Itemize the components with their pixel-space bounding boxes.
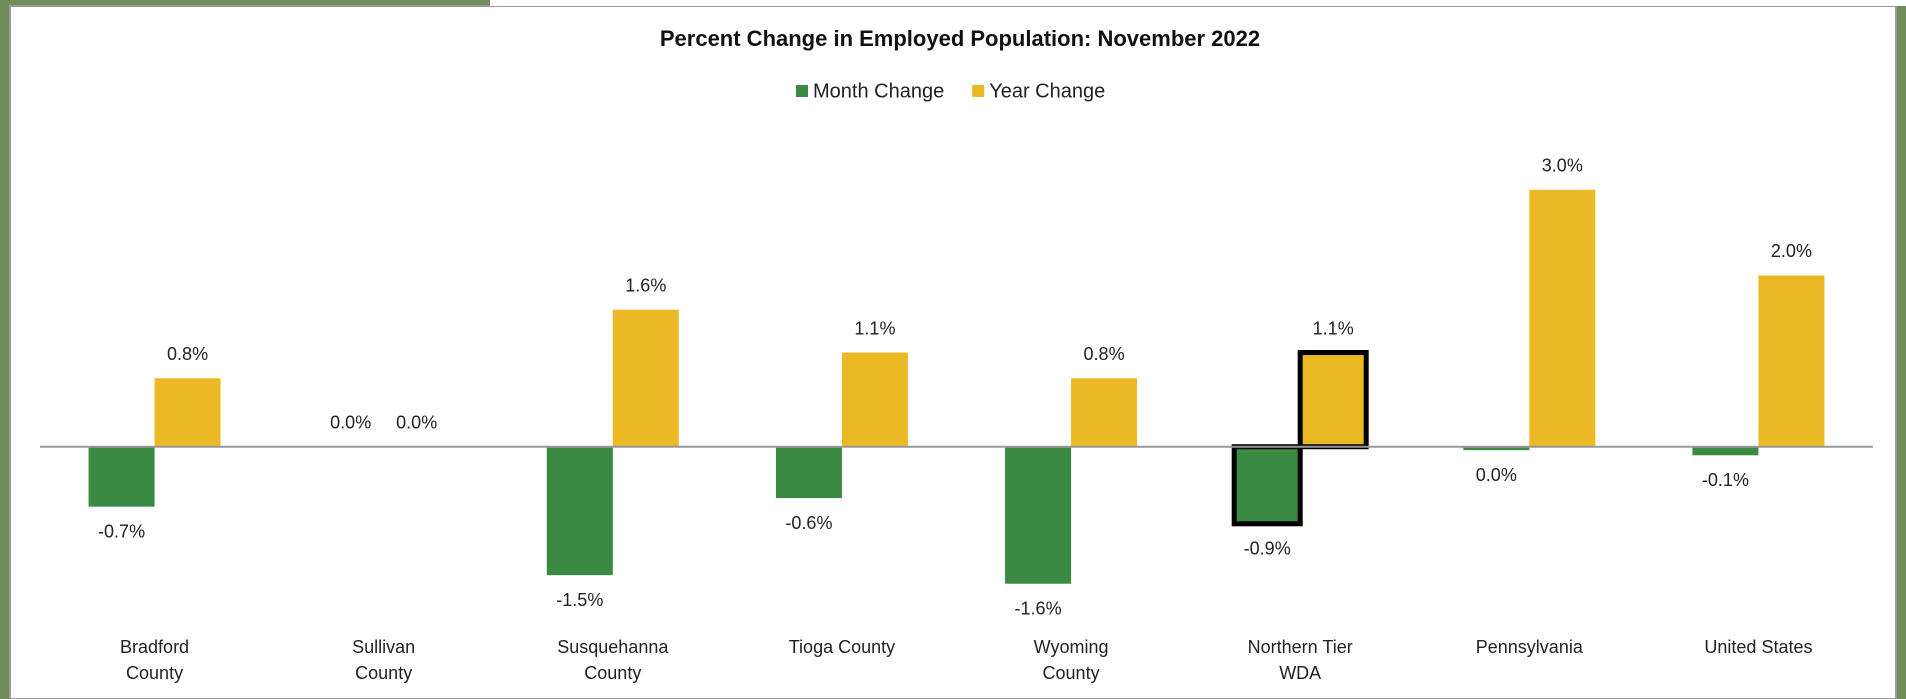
bar xyxy=(1231,444,1303,527)
legend: Month Change Year Change xyxy=(796,80,1105,102)
x-tick-container: Bradford County xyxy=(120,637,190,683)
x-tick-label: Sullivan County xyxy=(352,637,416,683)
bar xyxy=(154,378,221,447)
data-label: -0.1% xyxy=(1702,470,1749,490)
x-tick-label: Bradford County xyxy=(120,637,190,683)
x-tick-label: Pennsylvania xyxy=(1475,637,1583,657)
x-tick-container: United States xyxy=(1704,637,1813,657)
bar xyxy=(1005,446,1072,584)
data-label: 0.8% xyxy=(167,344,208,364)
legend-label: Year Change xyxy=(989,80,1105,102)
x-tick-label: Susquehanna County xyxy=(557,637,669,683)
data-label: 0.0% xyxy=(330,412,371,432)
x-tick-container: Wyoming County xyxy=(1033,637,1109,683)
frame-top xyxy=(490,0,1906,6)
data-label: 0.0% xyxy=(1476,465,1517,485)
bar xyxy=(1692,446,1759,456)
x-tick-container: Tioga County xyxy=(788,637,896,657)
bar xyxy=(88,446,155,507)
legend-label: Month Change xyxy=(813,80,944,102)
bar xyxy=(775,446,842,499)
data-label: 0.0% xyxy=(396,412,437,432)
legend-swatch xyxy=(972,85,985,97)
x-tick-label: United States xyxy=(1704,637,1813,657)
bar xyxy=(612,309,679,447)
data-label: -0.9% xyxy=(1244,539,1291,559)
x-tick-label: Northern Tier WDA xyxy=(1247,637,1353,683)
data-label: 3.0% xyxy=(1542,156,1583,176)
data-label: -1.5% xyxy=(556,590,603,610)
data-label: -0.6% xyxy=(785,513,832,533)
bar xyxy=(546,446,613,576)
plot-frame xyxy=(9,5,1897,699)
x-tick-container: Susquehanna County xyxy=(557,637,669,683)
bar xyxy=(1463,446,1530,451)
data-label: 1.6% xyxy=(625,275,666,295)
bar xyxy=(841,352,908,447)
x-tick-label: Wyoming County xyxy=(1033,637,1109,683)
chart-title: Percent Change in Employed Population: N… xyxy=(660,26,1260,51)
x-tick-container: Pennsylvania xyxy=(1475,637,1583,657)
bar xyxy=(1071,378,1138,447)
legend-swatch xyxy=(796,85,808,97)
data-label: 2.0% xyxy=(1771,241,1812,261)
bar xyxy=(1758,275,1825,447)
data-label: -0.7% xyxy=(98,521,145,541)
x-tick-container: Northern Tier WDA xyxy=(1247,637,1353,683)
x-tick-label: Tioga County xyxy=(788,637,896,657)
data-label: -1.6% xyxy=(1015,598,1062,618)
data-label: 0.8% xyxy=(1084,344,1125,364)
data-label: 1.1% xyxy=(854,318,895,338)
bar xyxy=(1297,350,1369,450)
bar xyxy=(1529,189,1596,447)
data-label: 1.1% xyxy=(1313,318,1354,338)
x-tick-container: Sullivan County xyxy=(352,637,416,683)
